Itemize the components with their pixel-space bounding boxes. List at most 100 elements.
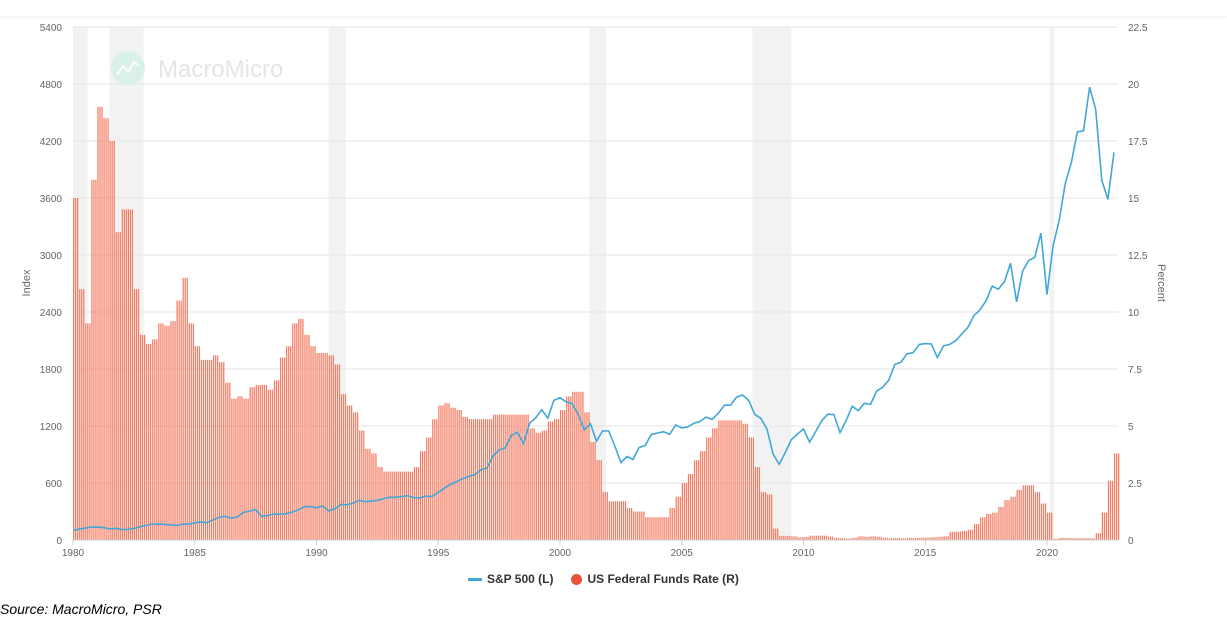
- fedfunds-bar: [168, 325, 170, 540]
- fedfunds-bar: [576, 391, 578, 540]
- fedfunds-bar: [306, 334, 308, 540]
- fedfunds-bar: [592, 441, 594, 540]
- dot-swatch-icon: [571, 573, 583, 585]
- fedfunds-bar: [1042, 503, 1045, 540]
- fedfunds-bar: [728, 420, 730, 540]
- fedfunds-bar: [811, 535, 813, 540]
- fedfunds-bar: [515, 414, 517, 540]
- macromicro-logo-icon: [111, 51, 145, 85]
- fedfunds-bar: [984, 517, 986, 540]
- right-tick-label: 15: [1128, 194, 1140, 205]
- fedfunds-bar: [831, 536, 834, 540]
- fedfunds-bar: [290, 346, 292, 540]
- fedfunds-bar: [1075, 538, 1077, 540]
- fedfunds-bar: [486, 419, 489, 540]
- fedfunds-bar: [671, 508, 673, 540]
- left-tick-label: 4200: [40, 137, 63, 148]
- legend-item-fedfunds[interactable]: US Federal Funds Rate (R): [571, 572, 739, 586]
- fedfunds-bar: [1089, 538, 1091, 540]
- fedfunds-bar: [637, 511, 639, 540]
- fedfunds-bar: [911, 537, 913, 540]
- fedfunds-bar: [103, 118, 105, 540]
- fedfunds-bar: [574, 391, 576, 540]
- fedfunds-bar: [919, 537, 921, 540]
- fedfunds-bar: [732, 420, 734, 540]
- fedfunds-bar: [947, 536, 949, 540]
- fedfunds-bar: [679, 496, 681, 540]
- fedfunds-bar: [495, 414, 497, 540]
- fedfunds-bar: [633, 511, 635, 540]
- fedfunds-bar: [162, 323, 164, 540]
- fedfunds-bar: [706, 437, 708, 540]
- fedfunds-bar: [1047, 512, 1049, 540]
- fedfunds-bar: [350, 405, 353, 540]
- fedfunds-bar: [779, 535, 781, 540]
- fedfunds-bar: [452, 407, 454, 540]
- fedfunds-bar: [842, 538, 844, 540]
- fedfunds-bar: [302, 318, 304, 540]
- fedfunds-bar: [442, 405, 444, 540]
- fedfunds-bar: [829, 536, 832, 540]
- fedfunds-bar: [614, 501, 617, 540]
- fedfunds-bar: [738, 420, 740, 540]
- fedfunds-bar: [894, 537, 897, 540]
- fedfunds-bar: [369, 448, 371, 540]
- fedfunds-bar: [444, 403, 446, 540]
- fedfunds-bar: [1115, 453, 1118, 540]
- fedfunds-bar: [560, 410, 562, 540]
- fedfunds-bar: [858, 536, 860, 540]
- right-tick-label: 2.5: [1128, 479, 1142, 490]
- fedfunds-bar: [288, 346, 290, 540]
- fedfunds-bar: [340, 394, 343, 540]
- fedfunds-bar: [685, 483, 688, 540]
- fedfunds-bar: [221, 362, 223, 540]
- fedfunds-bar: [1022, 485, 1024, 540]
- fedfunds-bar: [137, 289, 140, 540]
- fedfunds-bar: [553, 419, 556, 540]
- fedfunds-bar: [882, 537, 884, 540]
- fedfunds-bar: [1014, 496, 1016, 540]
- fedfunds-bar: [468, 419, 470, 540]
- fedfunds-bar: [795, 536, 797, 540]
- fedfunds-bar: [724, 420, 726, 540]
- fedfunds-bar: [718, 420, 720, 540]
- fedfunds-bar: [878, 536, 880, 540]
- fedfunds-bar: [663, 517, 665, 540]
- fedfunds-bar: [225, 382, 227, 540]
- fedfunds-bar: [292, 323, 294, 540]
- fedfunds-bar: [746, 423, 748, 540]
- fedfunds-bar: [720, 420, 722, 540]
- fedfunds-bar: [1040, 503, 1043, 540]
- fedfunds-bar: [675, 496, 677, 540]
- fedfunds-bar: [389, 471, 391, 540]
- left-tick-label: 2400: [40, 308, 63, 319]
- fedfunds-bar: [892, 538, 895, 540]
- fedfunds-bar: [87, 323, 89, 540]
- left-tick-label: 1200: [40, 422, 63, 433]
- fedfunds-bar: [963, 530, 966, 540]
- fedfunds-bar: [415, 467, 418, 540]
- fedfunds-bar: [643, 511, 645, 540]
- fedfunds-bar: [474, 419, 477, 540]
- fedfunds-bar: [1081, 538, 1083, 540]
- fedfunds-bar: [85, 323, 87, 540]
- fedfunds-bar: [111, 141, 113, 540]
- fedfunds-bar: [133, 289, 136, 540]
- fedfunds-bars: [73, 106, 1120, 541]
- fedfunds-bar: [992, 512, 994, 540]
- fedfunds-bar: [385, 471, 387, 540]
- fedfunds-bar: [1063, 537, 1065, 540]
- fedfunds-bar: [430, 437, 432, 540]
- fedfunds-bar: [200, 359, 203, 540]
- fedfunds-bar: [1113, 453, 1116, 540]
- fedfunds-bar: [588, 412, 590, 540]
- legend-item-sp500[interactable]: S&P 500 (L): [468, 572, 553, 586]
- fedfunds-bar: [460, 410, 462, 540]
- fedfunds-bar: [955, 531, 957, 540]
- fedfunds-bar: [722, 420, 724, 540]
- fedfunds-bar: [316, 353, 318, 540]
- fedfunds-bar: [969, 529, 972, 540]
- fedfunds-bar: [716, 428, 718, 540]
- fedfunds-bar: [687, 473, 690, 540]
- fedfunds-bar: [953, 531, 955, 540]
